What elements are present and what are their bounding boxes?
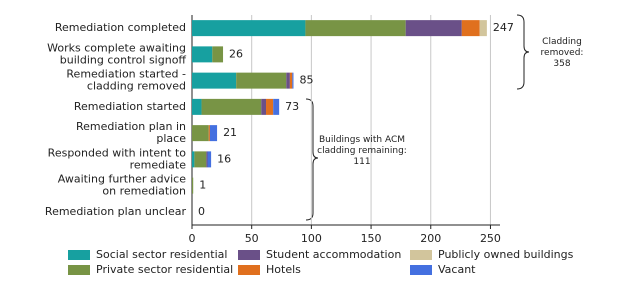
legend-swatch bbox=[410, 250, 432, 260]
legend-label: Publicly owned buildings bbox=[438, 248, 574, 261]
legend-label: Vacant bbox=[438, 263, 476, 276]
legend-label: Social sector residential bbox=[96, 248, 227, 261]
bar-segment bbox=[192, 151, 195, 168]
bar-segment bbox=[192, 46, 213, 63]
y-tick-label: Awaiting further advice on remediation bbox=[58, 173, 186, 198]
y-tick-label: Remediation started -cladding removed bbox=[66, 68, 186, 93]
legend-swatch bbox=[68, 250, 90, 260]
bar-segment bbox=[286, 72, 290, 89]
bar-segment bbox=[289, 72, 293, 89]
x-tick-label: 50 bbox=[245, 232, 259, 245]
value-label: 85 bbox=[299, 74, 313, 87]
bar-segment bbox=[192, 72, 237, 89]
bar-segment bbox=[461, 20, 480, 37]
value-label: 1 bbox=[199, 179, 206, 192]
x-tick-label: 150 bbox=[361, 232, 382, 245]
bar-segment bbox=[192, 125, 209, 142]
legend-swatch bbox=[238, 265, 260, 275]
y-tick-label: Works complete awaiting building control … bbox=[47, 41, 186, 66]
legend-label: Student accommodation bbox=[266, 248, 401, 261]
bar-segment bbox=[208, 125, 210, 142]
bar-segment bbox=[305, 20, 406, 37]
legend-label: Hotels bbox=[266, 263, 301, 276]
y-tick-label: Remediation started bbox=[74, 100, 186, 113]
bar-segment bbox=[207, 151, 212, 168]
y-tick-label: Remediation plan unclear bbox=[45, 205, 187, 218]
bar-segment bbox=[206, 151, 208, 168]
bar-segment bbox=[273, 98, 280, 115]
value-label: 26 bbox=[229, 47, 243, 60]
bar-segment bbox=[266, 98, 274, 115]
x-tick-label: 250 bbox=[480, 232, 501, 245]
value-label: 73 bbox=[285, 100, 299, 113]
legend-swatch bbox=[238, 250, 260, 260]
bar-segment bbox=[192, 98, 202, 115]
legend-label: Private sector residential bbox=[96, 263, 233, 276]
annotation: Buildings with ACM cladding remaining: 111 bbox=[317, 135, 407, 167]
y-tick-label: Responded with intent to remediate bbox=[48, 146, 187, 171]
bar-segment bbox=[212, 46, 224, 63]
bar-segment bbox=[201, 98, 262, 115]
x-tick-label: 100 bbox=[301, 232, 322, 245]
bar-segment bbox=[405, 20, 462, 37]
value-label: 247 bbox=[493, 21, 514, 34]
bar-segment bbox=[261, 98, 267, 115]
bar-segment bbox=[192, 20, 306, 37]
x-tick-label: 200 bbox=[420, 232, 441, 245]
x-tick-label: 0 bbox=[189, 232, 196, 245]
bracket bbox=[305, 98, 319, 221]
y-tick-label: Remediation completed bbox=[55, 21, 186, 34]
bar-segment bbox=[194, 151, 207, 168]
bar-segment bbox=[209, 125, 218, 142]
bar-segment bbox=[292, 72, 294, 89]
value-label: 0 bbox=[198, 205, 205, 218]
value-label: 21 bbox=[223, 126, 237, 139]
bar-segment bbox=[479, 20, 487, 37]
annotation: Cladding removed: 358 bbox=[541, 37, 584, 69]
bar-segment bbox=[236, 72, 287, 89]
legend-swatch bbox=[68, 265, 90, 275]
value-label: 16 bbox=[217, 152, 231, 165]
legend-swatch bbox=[410, 265, 432, 275]
bar-segment bbox=[192, 177, 194, 194]
y-tick-label: Remediation plan in place bbox=[76, 120, 186, 145]
bracket bbox=[516, 14, 530, 90]
